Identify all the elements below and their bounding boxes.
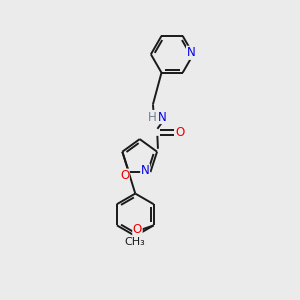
Text: O: O	[133, 223, 142, 236]
Text: N: N	[141, 164, 149, 177]
Text: O: O	[120, 169, 129, 182]
Text: N: N	[187, 46, 195, 59]
Text: O: O	[176, 126, 185, 139]
Text: N: N	[158, 110, 167, 124]
Text: H: H	[148, 110, 157, 124]
Text: CH₃: CH₃	[124, 237, 145, 247]
